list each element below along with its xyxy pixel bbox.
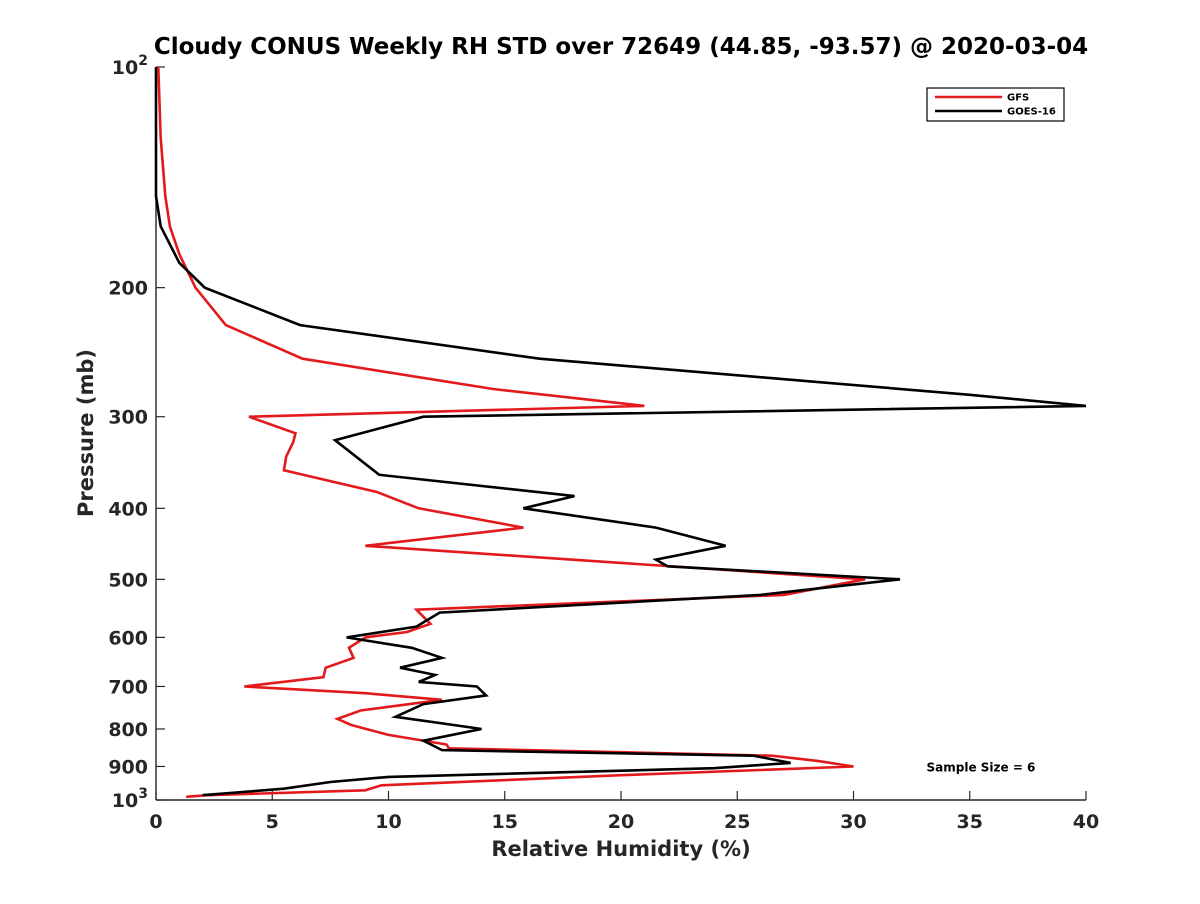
chart-title: Cloudy CONUS Weekly RH STD over 72649 (4… <box>154 34 1088 60</box>
y-tick-label: 102 <box>112 53 148 79</box>
x-tick-label: 10 <box>375 811 401 833</box>
sample-size-annotation: Sample Size = 6 <box>927 760 1036 774</box>
y-tick-label: 800 <box>108 719 148 741</box>
legend: GFS GOES-16 <box>926 87 1065 122</box>
x-tick-label: 35 <box>957 811 983 833</box>
y-tick-exponent: 2 <box>138 53 148 69</box>
series-line-gfs <box>157 66 866 799</box>
series-line-goes-16 <box>154 67 1087 797</box>
y-tick-label: 400 <box>108 498 148 520</box>
x-tick-label: 15 <box>492 811 518 833</box>
x-tick-label: 0 <box>149 811 162 833</box>
x-axis-label: Relative Humidity (%) <box>491 837 750 861</box>
y-tick-label: 500 <box>108 569 148 591</box>
x-tick-label: 25 <box>724 811 750 833</box>
y-tick-label: 300 <box>108 407 148 429</box>
legend-label-goes-16: GOES-16 <box>1007 107 1056 118</box>
y-tick-label: 700 <box>108 676 148 698</box>
y-axis-label: Pressure (mb) <box>74 349 98 517</box>
x-tick-label: 40 <box>1073 811 1099 833</box>
y-tick-base: 10 <box>112 790 138 812</box>
legend-box <box>926 87 1065 122</box>
y-tick-label: 103 <box>112 786 148 812</box>
x-tick-label: 30 <box>840 811 866 833</box>
x-tick-label: 5 <box>266 811 279 833</box>
y-tick-base: 10 <box>112 57 138 79</box>
y-tick-label: 200 <box>108 278 148 300</box>
series-group <box>154 66 1087 799</box>
x-axis: 0 5 10 15 20 25 30 35 40 <box>149 791 1099 833</box>
x-tick-label: 20 <box>608 811 634 833</box>
legend-label-gfs: GFS <box>1007 93 1029 104</box>
y-tick-label: 600 <box>108 627 148 649</box>
y-tick-exponent: 3 <box>138 786 148 802</box>
y-tick-label: 900 <box>108 756 148 778</box>
annotations: Sample Size = 6 <box>927 760 1036 774</box>
